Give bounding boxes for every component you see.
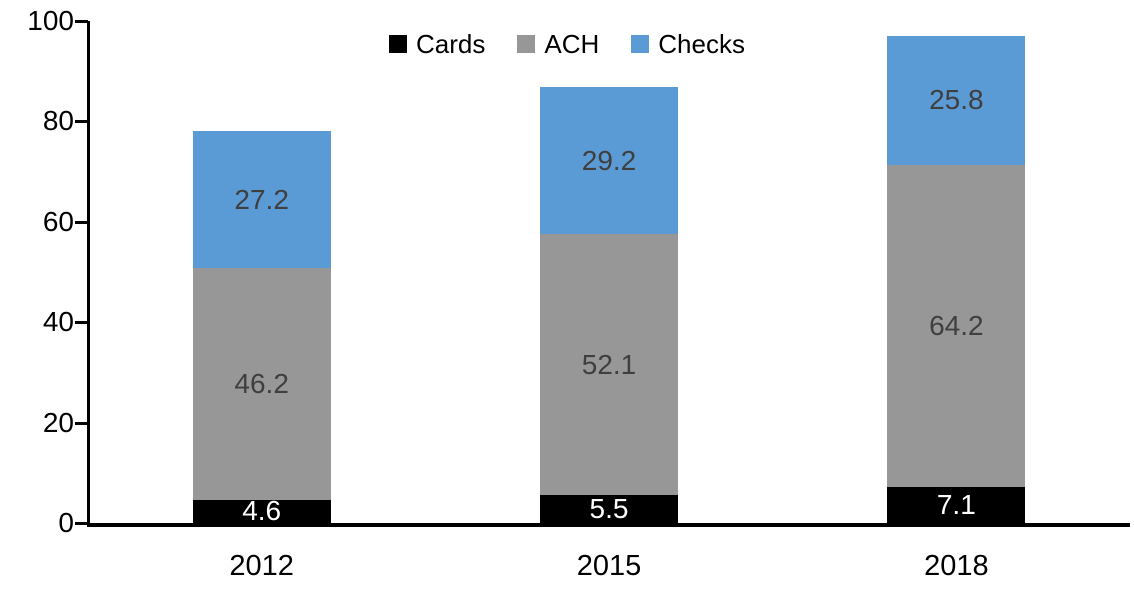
legend-item-cards: Cards [389,31,485,57]
y-axis-tick-label: 100 [27,5,74,36]
y-axis-tick-label: 60 [42,205,74,237]
bar-segment-checks-2015: 29.2 [540,87,678,234]
bar-segment-label: 7.1 [936,489,976,521]
bar-segment-ach-2012: 46.2 [192,267,331,500]
bar-segment-label: 29.2 [581,144,637,176]
bar-segment-label: 5.5 [589,493,629,525]
bar-segment-ach-2015: 52.1 [540,233,678,496]
chart-legend: Cards ACH Checks [0,31,1134,57]
legend-label: ACH [544,29,600,59]
y-axis-tick-mark [75,321,88,325]
bar-segment-label: 52.1 [581,348,637,380]
legend-item-checks: Checks [631,31,745,57]
legend-swatch-ach [517,35,536,53]
bar-segment-label: 64.2 [929,310,984,342]
bar-segment-cards-2012: 4.6 [192,495,331,527]
y-axis-tick-label: 80 [42,105,74,137]
bar-segment-label: 27.2 [234,183,289,215]
x-axis-category-label: 2015 [576,550,642,582]
y-axis-line [87,21,90,527]
y-axis-tick-mark [75,20,88,23]
y-axis-tick-label: 20 [42,406,74,438]
y-axis-tick-mark [75,220,88,224]
x-axis-category-label: 2012 [229,550,294,582]
x-axis-category-label: 2018 [924,550,989,582]
y-axis-tick-label: 40 [42,306,74,338]
legend-item-ach: ACH [517,31,599,57]
y-axis-tick-mark [75,522,88,525]
bar-segment-checks-2018: 25.8 [887,35,1026,166]
bar-segment-label: 25.8 [929,84,984,116]
y-axis-tick-mark [75,421,88,425]
legend-label: Checks [658,29,745,59]
bar-segment-cards-2015: 5.5 [540,495,678,523]
bar-segment-label: 4.6 [242,495,282,527]
bar-segment-ach-2018: 64.2 [887,165,1026,488]
legend-swatch-cards [389,35,408,53]
bar-segment-checks-2012: 27.2 [192,131,331,268]
y-axis-tick-label: 0 [58,507,74,538]
x-axis-line [87,523,1130,527]
bar-segment-cards-2018: 7.1 [887,487,1026,523]
bar-segment-label: 46.2 [234,367,289,399]
y-axis-tick-mark [75,120,88,124]
legend-swatch-checks [631,35,650,53]
legend-label: Cards [416,29,486,59]
